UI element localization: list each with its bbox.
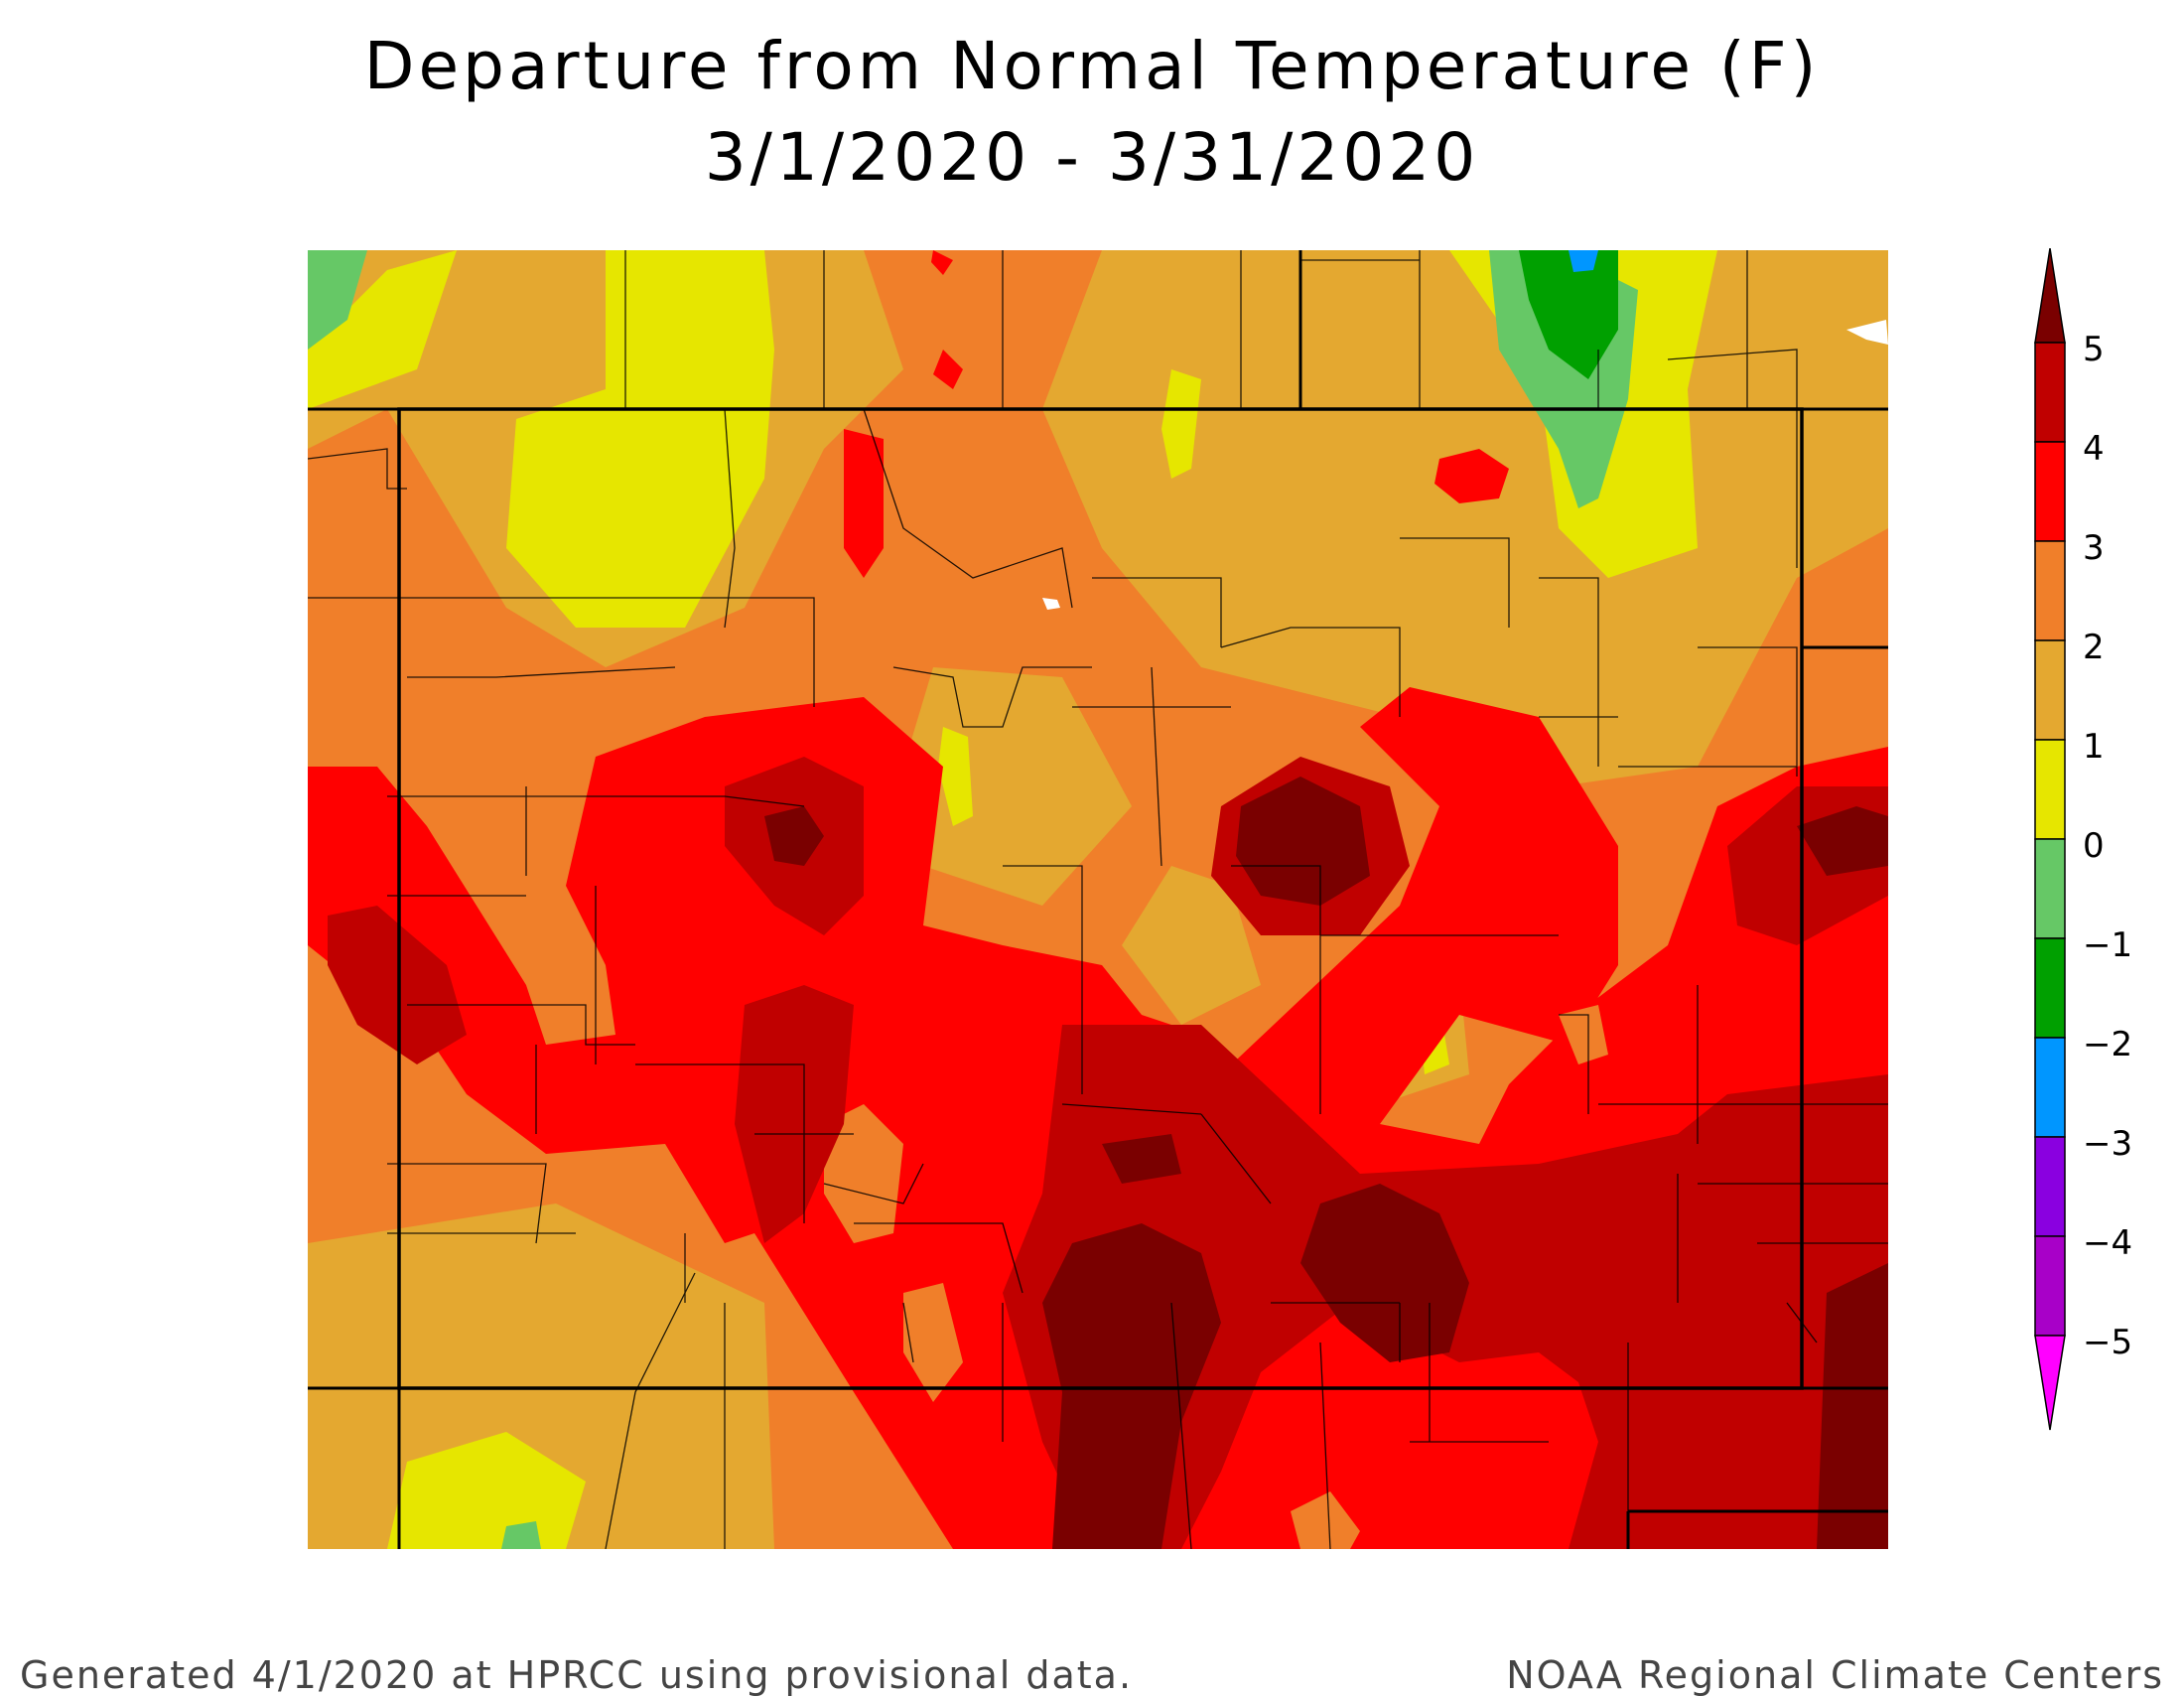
legend-bin bbox=[2034, 1136, 2066, 1237]
legend-label-2: 2 bbox=[2083, 628, 2105, 667]
legend-label-neg3: −3 bbox=[2083, 1124, 2133, 1164]
legend-bin bbox=[2034, 540, 2066, 641]
state-border bbox=[397, 407, 1804, 1390]
legend-bin bbox=[2034, 639, 2066, 741]
legend-bin bbox=[2034, 1037, 2066, 1138]
legend-label-1: 1 bbox=[2083, 727, 2105, 767]
legend-bin bbox=[2034, 342, 2066, 443]
legend-bin-above-5 bbox=[2034, 247, 2066, 344]
generated-note: Generated 4/1/2020 at HPRCC using provis… bbox=[20, 1653, 1134, 1697]
legend-label-5: 5 bbox=[2083, 330, 2105, 369]
contour-neg3-neg2 bbox=[1569, 250, 1598, 272]
lake bbox=[1846, 320, 1888, 345]
legend-label-neg4: −4 bbox=[2083, 1223, 2133, 1263]
legend-label-neg2: −2 bbox=[2083, 1025, 2133, 1064]
legend-bin bbox=[2034, 739, 2066, 840]
legend-bin bbox=[2034, 937, 2066, 1039]
legend-bin bbox=[2034, 441, 2066, 542]
lake bbox=[1042, 598, 1060, 610]
legend-bin-below-5 bbox=[2034, 1335, 2066, 1431]
contour-neg2-neg1 bbox=[1519, 250, 1618, 379]
contour-above-5 bbox=[764, 777, 1888, 1549]
map-title: Departure from Normal Temperature (F) bbox=[363, 28, 1821, 104]
color-legend bbox=[2015, 247, 2144, 1450]
legend-label-3: 3 bbox=[2083, 528, 2105, 568]
legend-label-4: 4 bbox=[2083, 429, 2105, 469]
date-range: 3/1/2020 - 3/31/2020 bbox=[704, 119, 1480, 196]
temperature-departure-map bbox=[308, 250, 1888, 1549]
legend-label-0: 0 bbox=[2083, 826, 2105, 866]
legend-bin bbox=[2034, 1235, 2066, 1337]
legend-label-neg1: −1 bbox=[2083, 925, 2133, 965]
legend-bin bbox=[2034, 838, 2066, 939]
source-credit: NOAA Regional Climate Centers bbox=[1506, 1653, 2164, 1697]
legend-label-neg5: −5 bbox=[2083, 1323, 2133, 1362]
contour-3-4-spots bbox=[931, 250, 1509, 503]
